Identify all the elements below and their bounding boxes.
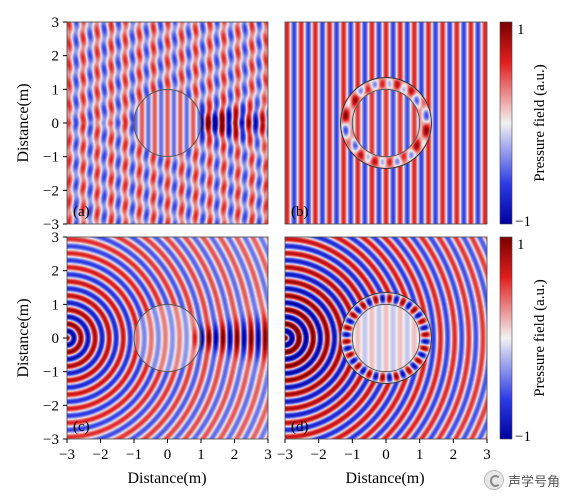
wechat-logo-icon xyxy=(484,470,504,490)
pressure-field-heatmap xyxy=(67,22,268,224)
y-tick-label: −1 xyxy=(43,150,59,166)
y-tick-label: 0 xyxy=(52,331,60,347)
y-tick-label: −2 xyxy=(43,398,59,414)
scatterer-outline xyxy=(133,89,202,157)
x-tick-label: −2 xyxy=(93,447,109,463)
x-tick-label: −2 xyxy=(311,447,327,463)
panel-b: (b) xyxy=(284,21,488,225)
y-tick-label: −3 xyxy=(43,432,59,448)
y-tick-label: 2 xyxy=(52,264,60,280)
x-tick-label: 1 xyxy=(197,447,205,463)
axes-labels: Distance(m) Distance(m) Distance(m) Distanc… xyxy=(15,83,425,487)
shell-outer-outline xyxy=(340,77,432,169)
x-tick-label: −3 xyxy=(59,447,75,463)
x-axis-label: Distance(m) xyxy=(345,470,424,487)
x-tick-label: 2 xyxy=(231,447,239,463)
panel-c: (c) 3 2 1 0 −1 −2 −3−3 −2 −1 0 1 2 3 xyxy=(43,230,272,463)
y-tick-label: −1 xyxy=(43,365,59,381)
y-tick-label: −2 xyxy=(43,183,59,199)
y-tick-label: 0 xyxy=(52,116,60,132)
shell-outer-outline xyxy=(340,292,432,384)
colorbar-max-label: 1 xyxy=(517,22,525,38)
x-axis-label: Distance(m) xyxy=(127,470,206,487)
colorbar-gradient xyxy=(499,21,513,225)
watermark-text: 声学号角 xyxy=(508,474,561,490)
colorbar-title: Pressure field (a.u.) xyxy=(532,279,548,396)
watermark: 声学号角 xyxy=(484,468,582,492)
y-tick-label: 2 xyxy=(52,49,60,65)
pressure-field-heatmap xyxy=(285,22,487,224)
y-tick-label: 3 xyxy=(52,15,60,31)
pressure-field-heatmap xyxy=(285,237,487,439)
x-tick-label: 1 xyxy=(416,447,424,463)
colorbar-gradient xyxy=(499,236,513,440)
pressure-field-heatmap xyxy=(67,237,268,439)
scatterer-outline xyxy=(351,303,421,373)
y-axis-label: Distance(m) xyxy=(15,83,32,162)
panel-a: (a) 3 2 1 0 −1 −2 −3 xyxy=(43,15,269,233)
y-tick-label: 1 xyxy=(52,82,60,98)
x-tick-label: −1 xyxy=(126,447,142,463)
panel-frame xyxy=(284,21,488,225)
x-tick-label: −3 xyxy=(277,447,293,463)
colorbar-min-label: −1 xyxy=(515,429,531,445)
y-tick-label: −3 xyxy=(43,217,59,233)
x-tick-label: 0 xyxy=(382,447,390,463)
scatterer-outline xyxy=(351,88,421,158)
y-tick-label: 1 xyxy=(52,297,60,313)
panel-label: (a) xyxy=(73,204,90,220)
colorbars: 1 −1 Pressure field (a.u.) 1 −1 Pressure fiel… xyxy=(499,21,548,445)
x-tick-label: 0 xyxy=(164,447,172,463)
scatterer-outline xyxy=(133,304,202,372)
panel-label: (d) xyxy=(291,419,309,435)
colorbar-max-label: 1 xyxy=(517,237,525,253)
colorbar: 1 −1 Pressure field (a.u.) xyxy=(499,236,548,445)
x-tick-label: 3 xyxy=(264,447,272,463)
panel-label: (b) xyxy=(291,204,309,220)
colorbar: 1 −1 Pressure field (a.u.) xyxy=(499,21,548,230)
x-tick-label: 2 xyxy=(450,447,458,463)
colorbar-title: Pressure field (a.u.) xyxy=(532,64,548,181)
x-tick-label: 3 xyxy=(483,447,491,463)
y-axis-label: Distance(m) xyxy=(15,298,32,377)
panel-d: (d) −3 −2 −1 0 1 2 3 xyxy=(277,236,491,463)
x-tick-label: −1 xyxy=(344,447,360,463)
colorbar-min-label: −1 xyxy=(515,214,531,230)
panel-label: (c) xyxy=(73,419,90,435)
y-tick-label: 3 xyxy=(52,230,60,246)
